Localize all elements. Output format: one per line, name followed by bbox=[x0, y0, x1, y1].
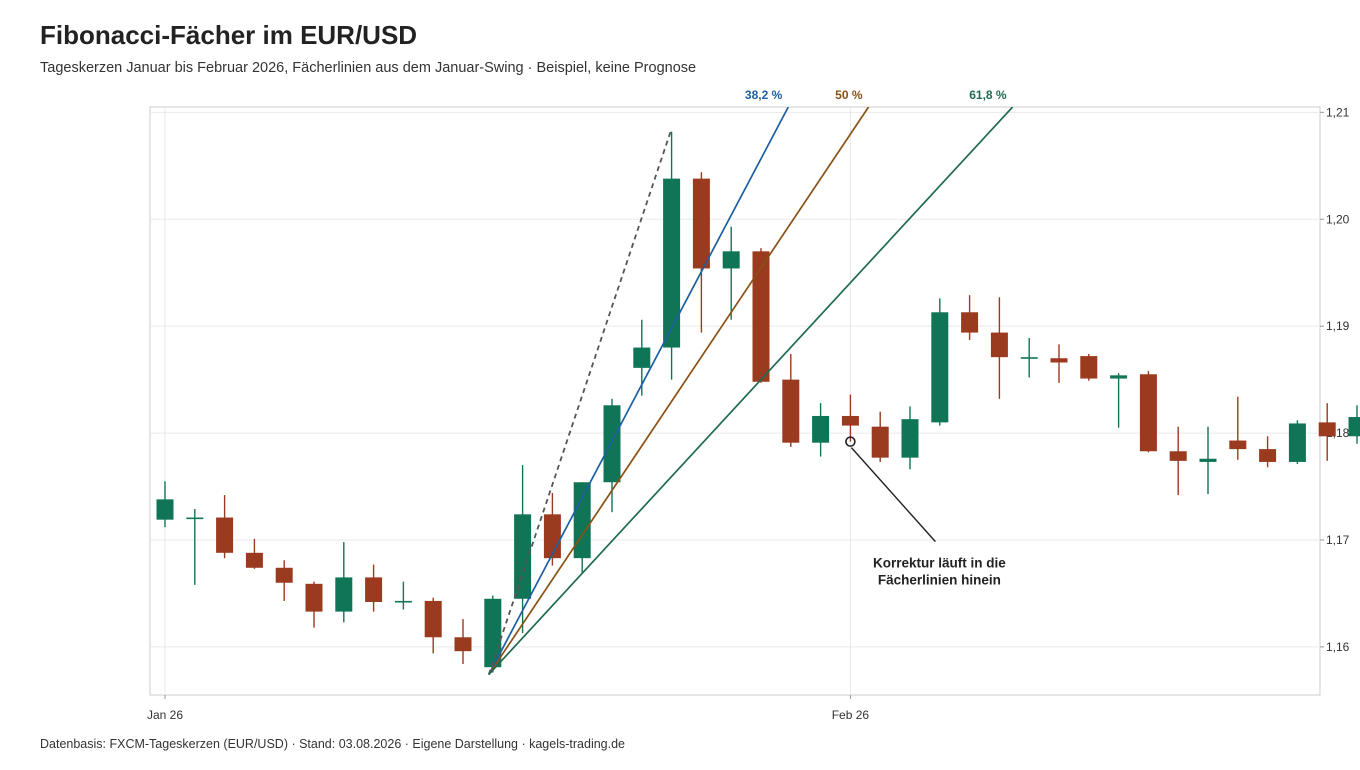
candle-body bbox=[335, 577, 353, 612]
candle-body bbox=[1318, 422, 1336, 437]
candle-body bbox=[1080, 356, 1098, 379]
chart-subtitle: Tageskerzen Januar bis Februar 2026, Fäc… bbox=[40, 60, 697, 76]
candle-body bbox=[990, 332, 1008, 358]
x-tick-label: Jan 26 bbox=[147, 708, 183, 722]
x-tick-label: Feb 26 bbox=[832, 708, 870, 722]
candle-body bbox=[394, 600, 412, 603]
candle-body bbox=[514, 514, 532, 599]
candle-body bbox=[603, 405, 621, 483]
candles-group bbox=[156, 131, 1360, 673]
annotation-text: Korrektur läuft in die bbox=[873, 556, 1006, 571]
candle-body bbox=[901, 419, 919, 458]
y-tick-label: 1,20 bbox=[1326, 212, 1350, 226]
annotation-text: Fächerlinien hinein bbox=[878, 573, 1001, 588]
candle-body bbox=[722, 251, 740, 269]
fan-line-label: 50 % bbox=[835, 88, 863, 102]
candle-body bbox=[216, 517, 234, 553]
fan-line bbox=[488, 107, 1014, 676]
candle-body bbox=[1348, 417, 1360, 437]
annotation-marker bbox=[845, 436, 856, 447]
fan-line-label: 61,8 % bbox=[969, 88, 1007, 102]
candle-body bbox=[1110, 375, 1128, 379]
candle-body bbox=[692, 178, 710, 269]
candle-body bbox=[156, 499, 174, 520]
fan-line bbox=[488, 107, 870, 676]
candle-body bbox=[305, 583, 323, 612]
candle-body bbox=[424, 600, 442, 638]
candle-body bbox=[1020, 357, 1038, 359]
swing-line bbox=[487, 131, 672, 675]
candle-body bbox=[1139, 374, 1157, 452]
candle-body bbox=[365, 577, 383, 602]
candle-body bbox=[633, 347, 651, 368]
candle-body bbox=[275, 567, 293, 583]
source-footer: Datenbasis: FXCM-Tageskerzen (EUR/USD) ·… bbox=[40, 737, 625, 751]
y-tick-label: 1,21 bbox=[1326, 105, 1350, 119]
candle-body bbox=[1199, 458, 1217, 462]
candle-body bbox=[1259, 449, 1277, 462]
candle-body bbox=[961, 312, 979, 333]
fan-lines-group bbox=[487, 107, 1014, 676]
candle-body bbox=[752, 251, 770, 382]
candle-body bbox=[841, 415, 859, 426]
candle-body bbox=[543, 514, 561, 559]
candle-body bbox=[871, 426, 889, 458]
candle-body bbox=[454, 637, 472, 652]
candle-body bbox=[484, 598, 502, 668]
candle-body bbox=[1050, 358, 1068, 363]
candle-body bbox=[663, 178, 681, 348]
candle-body bbox=[1169, 451, 1187, 461]
candle-body bbox=[1229, 440, 1247, 450]
candle-body bbox=[186, 517, 204, 520]
annotation-connector bbox=[850, 447, 936, 543]
fan-line-label: 38,2 % bbox=[745, 88, 783, 102]
fan-line bbox=[488, 107, 790, 675]
chart-title: Fibonacci-Fächer im EUR/USD bbox=[40, 20, 418, 50]
candle-body bbox=[812, 415, 830, 443]
candle-body bbox=[782, 379, 800, 443]
candle-body bbox=[245, 552, 263, 568]
y-tick-label: 1,17 bbox=[1326, 533, 1350, 547]
y-tick-label: 1,19 bbox=[1326, 319, 1350, 333]
candle-body bbox=[1288, 423, 1306, 462]
candle-body bbox=[931, 312, 949, 423]
candle-body bbox=[573, 482, 591, 559]
y-tick-label: 1,16 bbox=[1326, 640, 1350, 654]
